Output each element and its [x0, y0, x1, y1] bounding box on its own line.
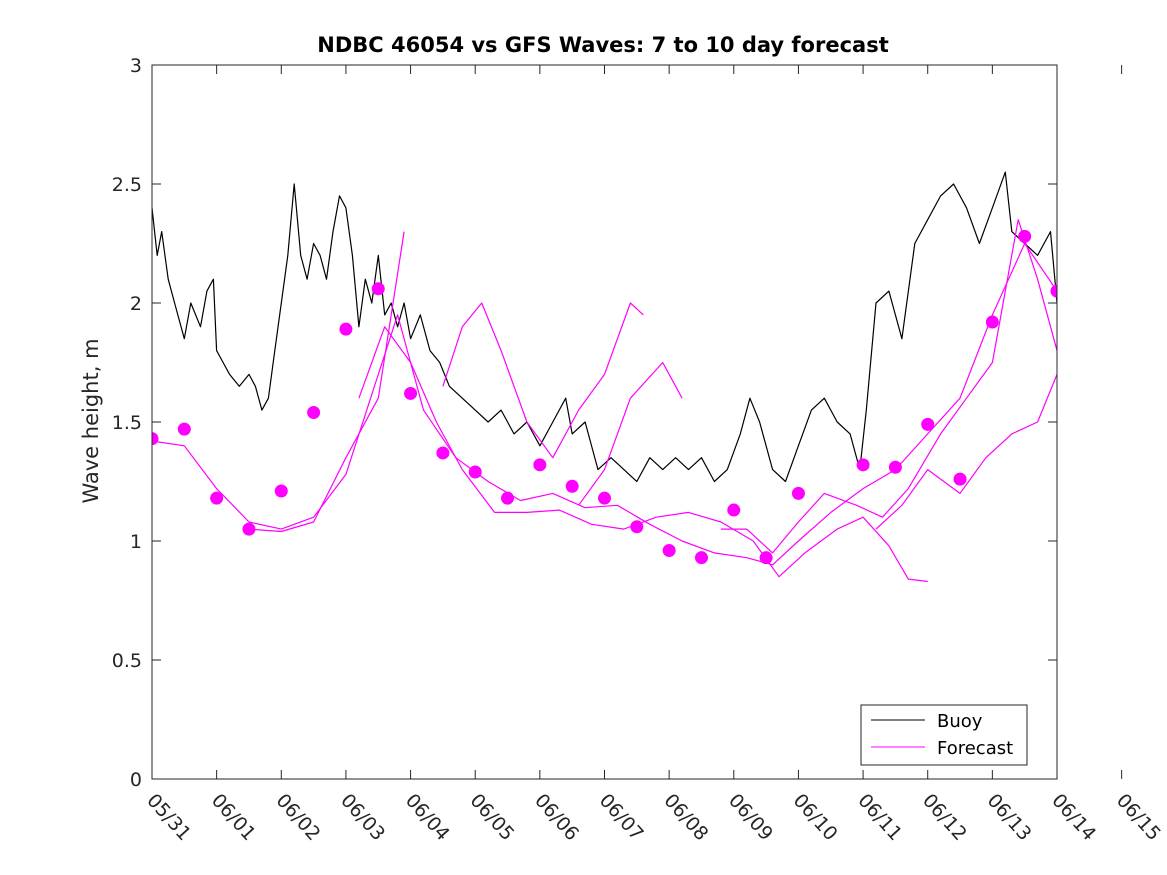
series-group	[152, 171, 1096, 583]
legend: Buoy Forecast	[860, 704, 1028, 766]
forecast-marker-3	[242, 522, 256, 536]
x-tick-label-14: 06/14	[1047, 790, 1100, 845]
forecast-marker-14	[598, 491, 611, 505]
x-tick-label-12: 06/12	[918, 790, 971, 845]
y-tick-label-1: 0.5	[112, 650, 142, 672]
series-line-buoy	[152, 171, 1057, 483]
y-tick-label-3: 1.5	[112, 412, 142, 434]
x-tick-label-6: 06/06	[530, 790, 583, 845]
x-tick-label-15: 06/15	[1112, 790, 1165, 845]
forecast-marker-25	[985, 315, 999, 329]
forecast-marker-12	[533, 458, 547, 472]
y-tick-label-2: 1	[130, 531, 142, 553]
series-line-forecast-run-5	[578, 361, 683, 506]
x-tick-label-9: 06/09	[724, 790, 777, 845]
forecast-marker-19	[759, 551, 773, 565]
forecast-marker-26	[1018, 229, 1032, 243]
y-tick-label-4: 2	[130, 293, 142, 315]
forecast-marker-16	[662, 544, 676, 558]
forecast-marker-0	[152, 432, 159, 446]
legend-box	[860, 704, 1028, 766]
forecast-marker-15	[630, 520, 644, 534]
forecast-marker-7	[371, 282, 385, 296]
y-tick-label-6: 3	[130, 55, 142, 77]
forecast-marker-10	[468, 465, 482, 479]
y-tick-label-5: 2.5	[112, 174, 142, 196]
legend-buoy-label: Buoy	[937, 711, 983, 732]
series-line-forecast-run-2	[248, 231, 405, 533]
x-tick-label-13: 06/13	[983, 790, 1036, 845]
series-line-forecast-run-7	[875, 373, 1057, 530]
series-line-forecast-run-4	[442, 302, 644, 459]
series-line-forecast-run-3	[358, 326, 928, 583]
forecast-marker-28	[1083, 320, 1096, 333]
forecast-marker-2	[210, 491, 224, 505]
x-tick-label-0: 05/31	[142, 790, 195, 845]
forecast-marker-11	[501, 491, 515, 505]
forecast-marker-22	[888, 460, 902, 474]
y-tick-label-0: 0	[130, 769, 142, 791]
x-tick-label-2: 06/02	[272, 790, 325, 845]
forecast-marker-5	[307, 405, 321, 419]
x-tick-label-3: 06/03	[336, 790, 389, 845]
x-tick-label-4: 06/04	[401, 790, 454, 845]
legend-forecast-label: Forecast	[937, 738, 1013, 759]
y-axis-label: Wave height, m	[79, 338, 103, 503]
forecast-marker-21	[856, 458, 870, 472]
x-tick-label-7: 06/07	[595, 790, 648, 845]
x-tick-label-1: 06/01	[207, 790, 260, 845]
forecast-marker-24	[953, 472, 967, 486]
forecast-marker-6	[339, 322, 353, 336]
axes-box	[151, 64, 1058, 780]
chart-title: NDBC 46054 vs GFS Waves: 7 to 10 day for…	[317, 33, 888, 57]
x-tick-label-5: 06/05	[465, 790, 518, 845]
forecast-marker-4	[274, 484, 288, 498]
forecast-marker-23	[921, 417, 935, 431]
forecast-marker-9	[436, 446, 450, 460]
forecast-marker-8	[404, 386, 418, 400]
x-tick-label-10: 06/10	[789, 790, 842, 845]
forecast-marker-13	[565, 479, 579, 493]
forecast-marker-1	[177, 422, 191, 436]
forecast-marker-18	[727, 503, 741, 517]
forecast-marker-27	[1050, 284, 1057, 298]
series-line-forecast	[152, 242, 1057, 566]
series-line-forecast-run-6	[720, 219, 1057, 554]
x-tick-label-11: 06/11	[853, 790, 906, 845]
forecast-marker-17	[694, 551, 708, 565]
x-tick-label-8: 06/08	[659, 790, 712, 845]
forecast-marker-20	[791, 486, 805, 500]
